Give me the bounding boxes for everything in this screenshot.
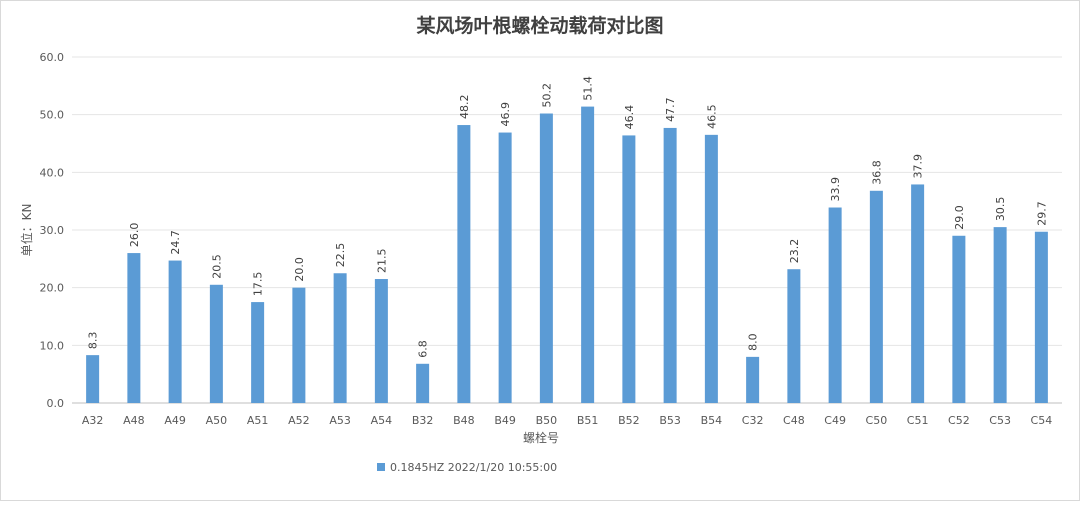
data-label-B50: 50.2 bbox=[540, 83, 553, 108]
data-label-A48: 26.0 bbox=[128, 223, 141, 248]
bar-A54 bbox=[374, 279, 388, 403]
data-label-C32: 8.0 bbox=[747, 333, 760, 351]
data-label-A52: 20.0 bbox=[293, 257, 306, 282]
x-tick-label: C52 bbox=[948, 414, 970, 427]
gridlines bbox=[72, 56, 1062, 404]
x-tick-label: B49 bbox=[494, 414, 516, 427]
bar-B52 bbox=[622, 135, 636, 403]
bar-C49 bbox=[828, 207, 842, 403]
x-tick-label: A49 bbox=[164, 414, 186, 427]
data-label-A54: 21.5 bbox=[375, 249, 388, 274]
bar-C32 bbox=[746, 356, 760, 403]
chart-title: 某风场叶根螺栓动载荷对比图 bbox=[416, 14, 663, 37]
bar-C52 bbox=[952, 235, 966, 403]
x-tick-label: B54 bbox=[701, 414, 723, 427]
y-tick-label: 50.0 bbox=[40, 109, 65, 122]
x-tick-label: B53 bbox=[659, 414, 681, 427]
y-tick-label: 10.0 bbox=[40, 339, 65, 352]
data-label-B32: 6.8 bbox=[417, 340, 430, 358]
bar-A48 bbox=[127, 253, 141, 403]
bar-A50 bbox=[209, 284, 223, 403]
data-label-B52: 46.4 bbox=[623, 105, 636, 130]
y-tick-label: 60.0 bbox=[40, 51, 65, 64]
y-tick-label: 30.0 bbox=[40, 224, 65, 237]
x-tick-label: C51 bbox=[907, 414, 929, 427]
data-label-C54: 29.7 bbox=[1035, 201, 1048, 226]
data-label-B53: 47.7 bbox=[664, 97, 677, 122]
data-label-B49: 46.9 bbox=[499, 102, 512, 127]
data-label-C49: 33.9 bbox=[829, 177, 842, 202]
x-tick-label: C53 bbox=[989, 414, 1011, 427]
x-tick-label: B51 bbox=[577, 414, 599, 427]
x-tick-label: A52 bbox=[288, 414, 310, 427]
x-tick-label: A51 bbox=[247, 414, 269, 427]
bar-C51 bbox=[911, 184, 925, 403]
data-label-A53: 22.5 bbox=[334, 243, 347, 268]
y-tick-label: 0.0 bbox=[47, 397, 65, 410]
data-label-A49: 24.7 bbox=[169, 230, 182, 255]
bar-A51 bbox=[251, 302, 265, 403]
x-tick-label: C32 bbox=[742, 414, 764, 427]
bar-A52 bbox=[292, 287, 306, 403]
x-tick-label: C48 bbox=[783, 414, 805, 427]
y-tick-label: 20.0 bbox=[40, 282, 65, 295]
data-label-C52: 29.0 bbox=[953, 205, 966, 230]
x-tick-label: C54 bbox=[1031, 414, 1053, 427]
x-tick-label: B50 bbox=[536, 414, 558, 427]
bar-B48 bbox=[457, 125, 471, 404]
x-tick-label: B48 bbox=[453, 414, 475, 427]
bar-B54 bbox=[704, 134, 718, 403]
x-axis-title: 螺栓号 bbox=[523, 430, 559, 445]
bar-C53 bbox=[993, 227, 1007, 403]
data-label-A50: 20.5 bbox=[210, 254, 223, 279]
data-label-A51: 17.5 bbox=[252, 272, 265, 297]
y-axis-ticks: 0.0 10.0 20.0 30.0 40.0 50.0 60.0 bbox=[40, 51, 65, 410]
bar-C50 bbox=[869, 190, 883, 403]
data-label-B48: 48.2 bbox=[458, 95, 471, 120]
bar-A53 bbox=[333, 273, 347, 403]
bar-B53 bbox=[663, 127, 677, 404]
y-axis-title: 单位：KN bbox=[19, 204, 34, 257]
bar-C54 bbox=[1034, 231, 1048, 403]
x-tick-label: A54 bbox=[371, 414, 393, 427]
bar-B50 bbox=[539, 113, 553, 403]
x-tick-label: B32 bbox=[412, 414, 434, 427]
bar-A32 bbox=[86, 355, 100, 403]
x-tick-label: A32 bbox=[82, 414, 104, 427]
bar-series bbox=[86, 106, 1048, 404]
data-label-A32: 8.3 bbox=[87, 332, 100, 350]
bar-B32 bbox=[416, 363, 430, 403]
x-tick-label: C50 bbox=[866, 414, 888, 427]
data-label-C48: 23.2 bbox=[788, 239, 801, 264]
legend: 0.1845HZ 2022/1/20 10:55:00 bbox=[377, 461, 557, 474]
x-tick-label: C49 bbox=[824, 414, 846, 427]
data-label-C53: 30.5 bbox=[994, 197, 1007, 222]
bar-A49 bbox=[168, 260, 182, 403]
data-label-C50: 36.8 bbox=[870, 160, 883, 185]
data-label-B51: 51.4 bbox=[582, 76, 595, 101]
legend-swatch bbox=[377, 463, 385, 471]
x-tick-label: A53 bbox=[329, 414, 351, 427]
data-labels: 8.3 26.0 24.7 20.5 17.5 20.0 22.5 21.5 6.8 48.2 46… bbox=[87, 76, 1049, 358]
y-tick-label: 40.0 bbox=[40, 166, 65, 179]
bar-B51 bbox=[581, 106, 595, 404]
x-axis-ticks: A32 A48 A49 A50 A51 A52 A53 A54 B32 B48 B49 B50 B51 B… bbox=[82, 414, 1052, 427]
data-label-C51: 37.9 bbox=[912, 154, 925, 179]
x-tick-label: A48 bbox=[123, 414, 145, 427]
data-label-B54: 46.5 bbox=[705, 104, 718, 129]
bar-B49 bbox=[498, 132, 512, 403]
legend-label: 0.1845HZ 2022/1/20 10:55:00 bbox=[390, 461, 557, 474]
x-tick-label: B52 bbox=[618, 414, 640, 427]
x-tick-label: A50 bbox=[206, 414, 228, 427]
bar-C48 bbox=[787, 269, 801, 403]
